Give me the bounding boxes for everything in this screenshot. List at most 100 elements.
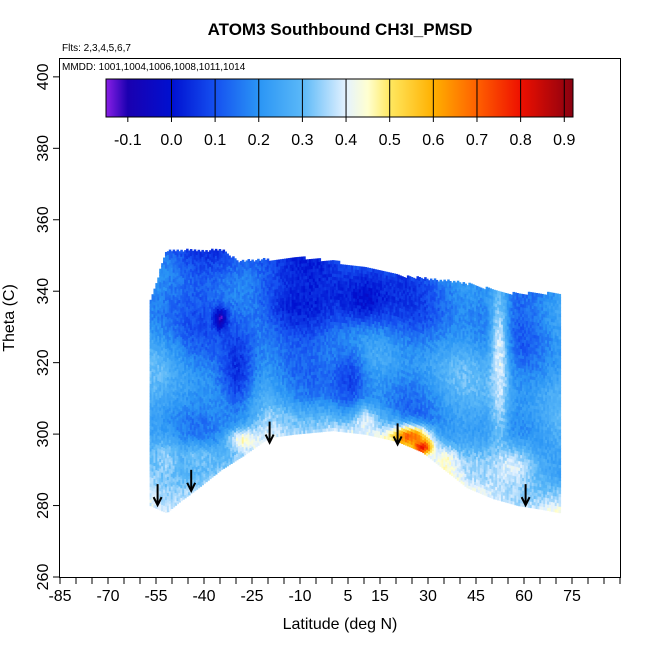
heatmap-cell — [163, 476, 166, 481]
heatmap-cell — [155, 305, 158, 310]
heatmap-cell — [163, 411, 166, 416]
heatmap-cell — [163, 370, 166, 374]
heatmap-cell — [153, 401, 156, 405]
heatmap-cell — [157, 367, 160, 372]
heatmap-cell — [161, 275, 164, 280]
heatmap-cell — [161, 346, 164, 351]
heatmap-cell — [161, 414, 164, 419]
heatmap-cell — [166, 350, 170, 355]
heatmap-cell — [168, 262, 172, 267]
heatmap-cell — [170, 299, 174, 304]
heatmap-cell — [163, 418, 166, 423]
heatmap-cell — [166, 260, 170, 265]
heatmap-cell — [153, 378, 156, 383]
heatmap-cell — [170, 456, 174, 461]
heatmap-cell — [166, 267, 170, 272]
heatmap-cell — [166, 366, 170, 371]
heatmap-cell — [172, 413, 176, 418]
heatmap-cell — [170, 450, 174, 455]
heatmap-cell — [166, 440, 170, 445]
heatmap-cell — [157, 415, 160, 420]
heatmap-cell — [155, 385, 158, 390]
heatmap-cell — [164, 370, 168, 375]
heatmap-cell — [170, 318, 174, 323]
heatmap-cell — [170, 276, 174, 281]
heatmap-cell — [170, 476, 174, 481]
heatmap-cell — [151, 319, 155, 324]
heatmap-cell — [164, 264, 168, 269]
heatmap-cell — [164, 361, 168, 366]
heatmap-cell — [170, 428, 174, 432]
heatmap-cell — [164, 505, 168, 510]
heatmap-cell — [172, 426, 176, 431]
heatmap-cell — [149, 479, 153, 484]
heatmap-cell — [161, 333, 164, 338]
heatmap-cell — [155, 418, 158, 422]
heatmap-cell — [159, 352, 162, 357]
heatmap-cell — [161, 282, 164, 287]
heatmap-cell — [170, 431, 174, 436]
heatmap-cell — [170, 270, 174, 275]
heatmap-cell — [153, 459, 156, 463]
heatmap-cell — [151, 435, 155, 440]
heatmap-cell — [163, 450, 166, 455]
heatmap-cell — [151, 397, 155, 401]
heatmap-cell — [170, 325, 174, 329]
heatmap-cell — [153, 385, 156, 389]
heatmap-cell — [151, 490, 155, 495]
heatmap-cell — [159, 339, 162, 344]
heatmap-cell — [159, 413, 162, 418]
heatmap-cell — [149, 450, 153, 455]
heatmap-cell — [168, 323, 172, 328]
heatmap-cell — [149, 389, 153, 394]
heatmap-cell — [166, 299, 170, 304]
heatmap-cell — [151, 313, 155, 318]
heatmap-cell — [153, 343, 156, 348]
heatmap-cell — [155, 405, 158, 410]
heatmap-cell — [168, 465, 172, 469]
heatmap-cell — [155, 456, 158, 461]
heatmap-cell — [155, 398, 158, 403]
heatmap-cell — [166, 437, 170, 442]
heatmap-cell — [151, 345, 155, 350]
heatmap-cell — [149, 348, 153, 352]
heatmap-cell — [149, 460, 153, 465]
heatmap-cell — [168, 458, 172, 463]
heatmap-cell — [157, 476, 160, 481]
heatmap-cell — [161, 449, 164, 454]
heatmap-cell — [151, 448, 155, 453]
heatmap-cell — [163, 283, 166, 288]
heatmap-cell — [161, 507, 164, 512]
heatmap-cell — [168, 256, 172, 260]
heatmap-cell — [159, 451, 162, 456]
heatmap-cell — [151, 480, 155, 485]
heatmap-cell — [172, 487, 176, 492]
heatmap-cell — [164, 293, 168, 298]
heatmap-cell — [172, 407, 176, 411]
heatmap-cell — [159, 439, 162, 443]
heatmap-cell — [159, 419, 162, 424]
heatmap-cell — [153, 462, 156, 467]
heatmap-cell — [163, 263, 166, 268]
heatmap-cell — [164, 406, 168, 411]
heatmap-cell — [155, 324, 158, 329]
heatmap-cell — [170, 360, 174, 365]
heatmap-cell — [172, 493, 176, 498]
heatmap-cell — [161, 337, 164, 341]
heatmap-cell — [164, 338, 168, 343]
heatmap-cell — [157, 383, 160, 388]
heatmap-cell — [166, 485, 170, 490]
heatmap-cell — [149, 476, 153, 481]
heatmap-cell — [151, 471, 155, 475]
heatmap-cell — [159, 448, 162, 453]
heatmap-cell — [163, 447, 166, 452]
heatmap-cell — [168, 339, 172, 344]
heatmap-cell — [163, 508, 166, 513]
heatmap-cell — [149, 473, 153, 478]
heatmap-cell — [157, 345, 160, 349]
heatmap-cell — [153, 388, 156, 393]
heatmap-cell — [170, 383, 174, 387]
heatmap-cell — [166, 460, 170, 464]
heatmap-cell — [153, 410, 156, 415]
heatmap-cell — [159, 275, 162, 279]
